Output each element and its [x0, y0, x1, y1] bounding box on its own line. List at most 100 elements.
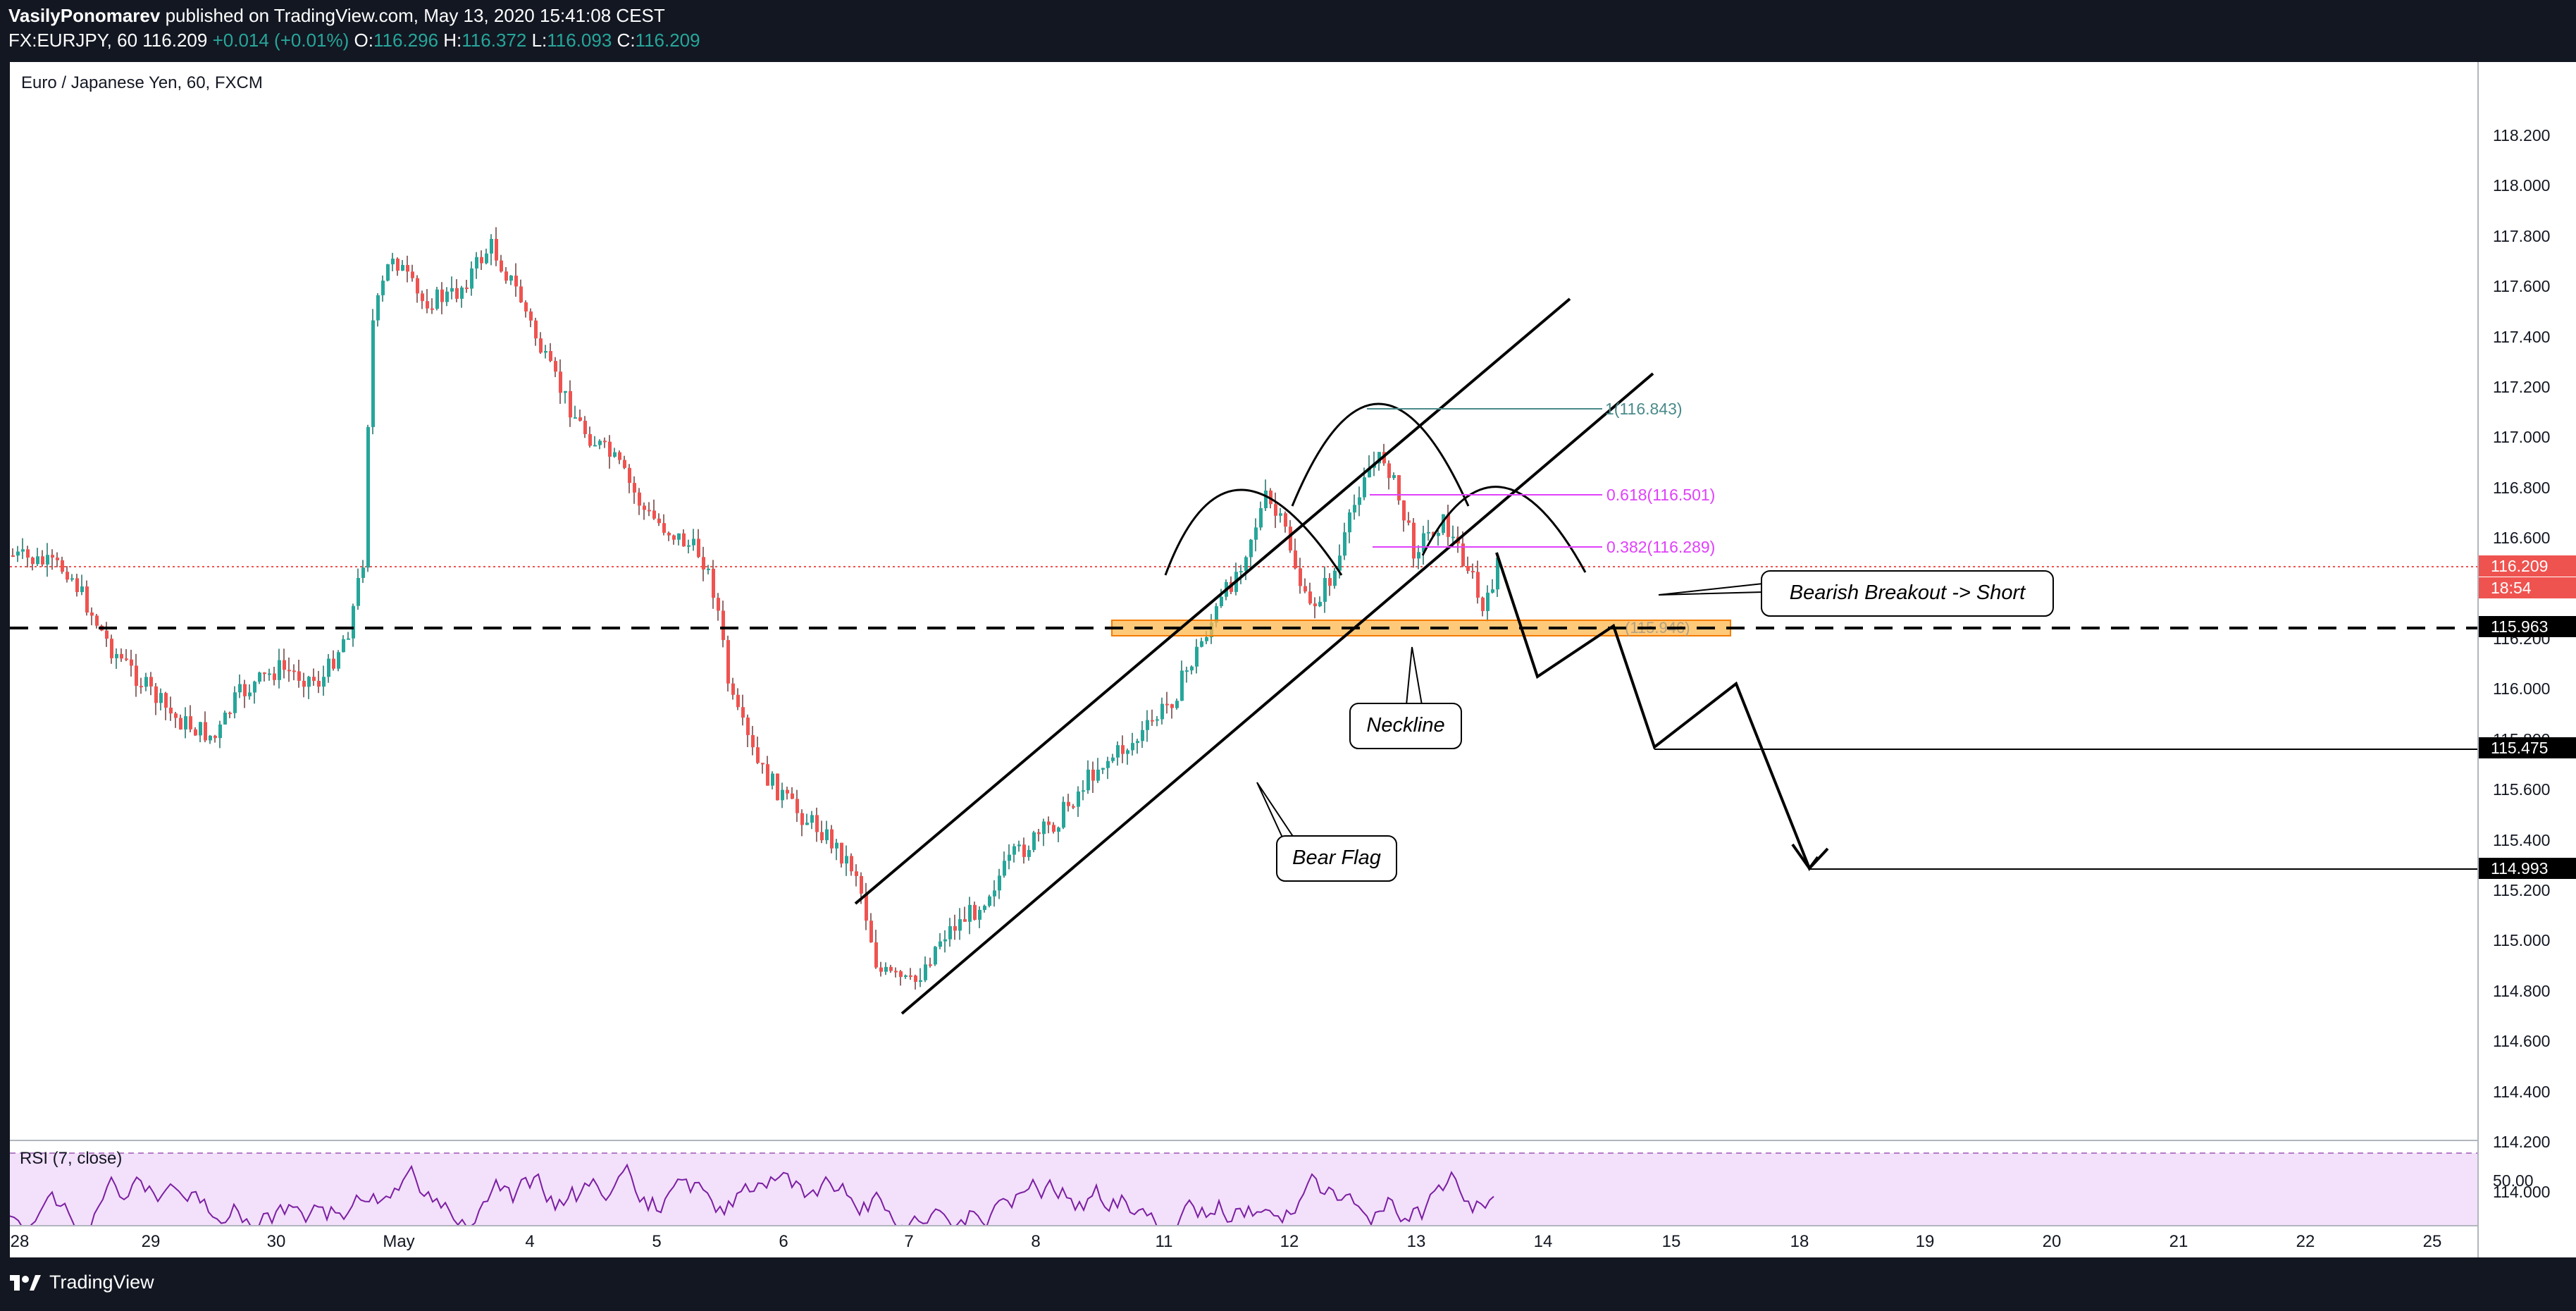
head-arc[interactable]: [1291, 402, 1470, 507]
close-label: C:: [617, 30, 636, 51]
candle-body: [771, 773, 774, 786]
candle-body: [953, 926, 957, 931]
candle-body: [140, 686, 143, 688]
candle-body: [588, 433, 592, 446]
candle-body: [840, 842, 843, 864]
price-axis[interactable]: 118.200 118.000 117.800 117.600 117.400 117.2…: [2477, 62, 2576, 1257]
candle-body: [278, 660, 281, 680]
price-tick: 116.800: [2493, 478, 2551, 497]
candle-body: [731, 683, 735, 695]
candle-body: [169, 708, 173, 714]
candle-body: [1052, 825, 1055, 832]
left-shoulder-arc[interactable]: [1164, 488, 1343, 576]
candle-body: [218, 724, 222, 739]
candle-body: [80, 586, 84, 593]
candle-body: [894, 971, 898, 973]
candle-body: [1269, 491, 1272, 505]
time-tick: 22: [2296, 1232, 2315, 1251]
time-tick: 15: [1661, 1232, 1681, 1251]
candle-body: [287, 670, 291, 672]
candle-body: [1417, 552, 1420, 559]
candle-body: [929, 964, 932, 966]
candle-body: [776, 773, 779, 801]
candle-body: [524, 302, 528, 312]
candle-body: [574, 417, 577, 419]
last-price-badge: 116.209: [2479, 555, 2576, 577]
time-tick: 18: [1790, 1232, 1809, 1251]
candle-body: [450, 288, 454, 292]
price-tick: 118.200: [2493, 126, 2551, 144]
symbol-interval[interactable]: FX:EURJPY, 60: [8, 30, 138, 51]
price-tick: 114.400: [2493, 1082, 2551, 1101]
candle-body: [1136, 741, 1139, 744]
candle-body: [677, 533, 681, 540]
candle-body: [51, 555, 54, 558]
candle-body: [815, 815, 819, 832]
rsi-label[interactable]: RSI (7, close): [20, 1149, 123, 1168]
time-tick: 14: [1533, 1232, 1553, 1251]
candle-body: [1151, 720, 1154, 722]
candle-body: [1146, 720, 1149, 730]
candle-body: [302, 680, 306, 687]
candle-body: [1215, 606, 1218, 623]
time-tick: 21: [2169, 1232, 2188, 1251]
projection-arrowhead: [1791, 843, 1829, 871]
rsi-level-tick: 50.00: [2493, 1171, 2534, 1190]
candle-body: [75, 578, 79, 593]
time-tick: 25: [2422, 1232, 2442, 1251]
candle-body: [36, 556, 39, 565]
candle-body: [559, 371, 562, 393]
candle-body: [1476, 572, 1480, 598]
bearflag-callout[interactable]: [1276, 835, 1397, 882]
time-tick: May: [383, 1232, 415, 1251]
candle-body: [184, 716, 187, 730]
candle-body: [1091, 769, 1095, 781]
candle-body: [1363, 477, 1366, 498]
low-value: 116.093: [547, 30, 612, 51]
candle-body: [1185, 670, 1189, 672]
candle-body: [1412, 522, 1416, 559]
candle-body: [1141, 730, 1144, 741]
candle-body: [144, 677, 148, 687]
candle-body: [667, 532, 671, 536]
level-badge-1: 115.963: [2479, 616, 2576, 637]
candle-body: [810, 815, 814, 823]
bearflag-callout-text: Bear Flag: [1292, 847, 1381, 869]
chart-pane[interactable]: (115.946) 1(116.843) 0.618(116.501) 0.38…: [10, 62, 2477, 1257]
right-shoulder-arc[interactable]: [1421, 486, 1587, 573]
candle-body: [1239, 571, 1243, 573]
candle-body: [583, 420, 587, 434]
last-price: 116.209: [142, 30, 208, 51]
price-tick: 114.600: [2493, 1032, 2551, 1051]
price-chart[interactable]: (115.946) 1(116.843) 0.618(116.501) 0.38…: [10, 62, 2477, 1257]
footer-brand[interactable]: TradingView: [10, 1272, 154, 1293]
candle-body: [1037, 832, 1041, 835]
candle-body: [855, 871, 858, 876]
candle-body: [1082, 790, 1085, 792]
candle-body: [11, 555, 15, 557]
candle-body: [746, 718, 750, 735]
candle-body: [1170, 704, 1174, 708]
neckline-callout[interactable]: [1349, 703, 1462, 749]
breakout-callout[interactable]: [1761, 570, 2054, 617]
candle-body: [1022, 844, 1026, 857]
author-name[interactable]: VasilyPonomarev: [8, 5, 161, 26]
channel-lower-line[interactable]: [900, 372, 1654, 1015]
candle-body: [258, 672, 261, 682]
open-label: O:: [354, 30, 373, 51]
time-tick: 5: [652, 1232, 662, 1251]
candle-body: [223, 713, 227, 725]
channel-upper-line[interactable]: [854, 297, 1571, 905]
candle-body: [1447, 514, 1450, 537]
symbol-title[interactable]: Euro / Japanese Yen, 60, FXCM: [21, 73, 263, 92]
candle-body: [1343, 532, 1346, 556]
candle-body: [1032, 832, 1036, 850]
candle-body: [1175, 701, 1179, 708]
time-axis[interactable]: 28 29 30 May 4 5 6 7 8 11 12 13 14 15 18 19 20 21 22 25: [10, 1225, 2477, 1257]
candle-body: [1437, 533, 1440, 536]
candle-body: [445, 291, 449, 302]
candle-body: [307, 677, 311, 687]
candle-body: [56, 558, 59, 560]
low-label: L:: [531, 30, 547, 51]
candle-body: [963, 919, 967, 922]
